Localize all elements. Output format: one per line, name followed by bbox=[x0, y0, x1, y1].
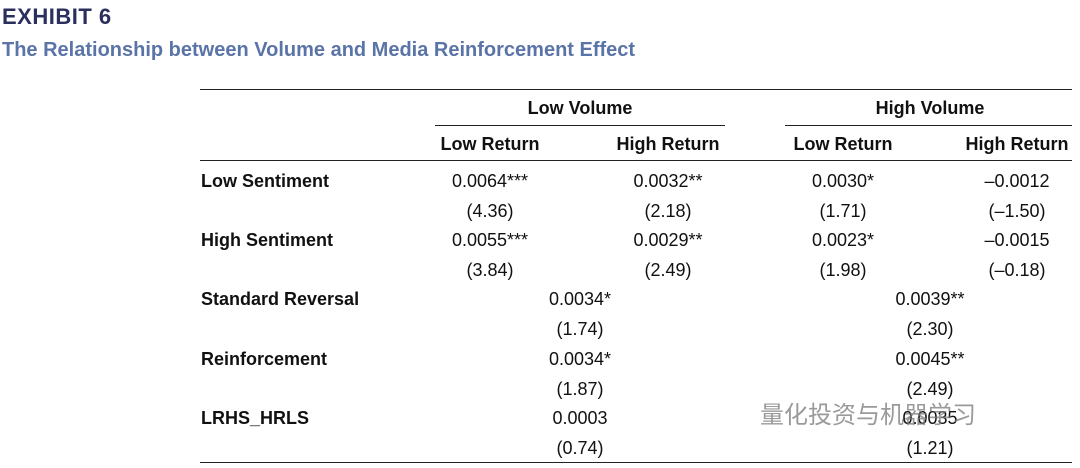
coefficient: –0.0012 bbox=[984, 171, 1050, 191]
column-header: High Return bbox=[965, 134, 1069, 154]
coefficient: 0.0034* bbox=[548, 289, 612, 310]
t-stat: (2.30) bbox=[906, 319, 954, 340]
t-stat: (2.18) bbox=[644, 201, 692, 221]
t-stat: (3.84) bbox=[466, 260, 514, 281]
coefficient: 0.0064*** bbox=[451, 171, 529, 191]
bottom-rule bbox=[200, 462, 1072, 463]
t-stat: (1.74) bbox=[556, 319, 604, 340]
t-stat: (–0.18) bbox=[988, 260, 1046, 281]
row-label: High Sentiment bbox=[201, 230, 334, 251]
coefficient: 0.0030* bbox=[811, 171, 875, 191]
row-label: Reinforcement bbox=[201, 348, 328, 369]
coefficient: –0.0015 bbox=[984, 230, 1050, 251]
header-rule bbox=[200, 160, 1072, 161]
top-rule bbox=[200, 89, 1072, 90]
coefficient: 0.0023* bbox=[811, 230, 875, 251]
row-label: Low Sentiment bbox=[201, 171, 330, 191]
row-label: Standard Reversal bbox=[201, 289, 360, 310]
coefficient: 0.0045** bbox=[895, 348, 965, 369]
group-rule bbox=[785, 125, 1072, 126]
coefficient: 0.0055*** bbox=[451, 230, 529, 251]
group-header: Low Volume bbox=[527, 98, 633, 118]
coefficient: 0.0035 bbox=[902, 407, 958, 428]
t-stat: (2.49) bbox=[644, 260, 692, 281]
t-stat: (1.98) bbox=[819, 260, 867, 281]
coefficient: 0.0039** bbox=[895, 289, 965, 310]
group-rule bbox=[435, 125, 725, 126]
column-header: Low Return bbox=[793, 134, 893, 154]
t-stat: (1.71) bbox=[819, 201, 867, 221]
exhibit-label: EXHIBIT 6 bbox=[2, 4, 112, 29]
t-stat: (1.87) bbox=[556, 378, 604, 399]
t-stat: (–1.50) bbox=[988, 201, 1046, 221]
t-stat: (0.74) bbox=[556, 437, 604, 458]
coefficient: 0.0003 bbox=[552, 407, 608, 428]
row-label: LRHS_HRLS bbox=[201, 407, 310, 428]
watermark: 量化投资与机器学习 bbox=[760, 402, 976, 429]
column-header: Low Return bbox=[440, 134, 540, 154]
coefficient: 0.0034* bbox=[548, 348, 612, 369]
t-stat: (4.36) bbox=[466, 201, 514, 221]
exhibit-title: The Relationship between Volume and Medi… bbox=[2, 39, 636, 61]
t-stat: (1.21) bbox=[906, 437, 954, 458]
column-header: High Return bbox=[616, 134, 720, 154]
t-stat: (2.49) bbox=[906, 378, 954, 399]
group-header: High Volume bbox=[875, 98, 985, 118]
coefficient: 0.0029** bbox=[633, 230, 703, 251]
coefficient: 0.0032** bbox=[633, 171, 703, 191]
